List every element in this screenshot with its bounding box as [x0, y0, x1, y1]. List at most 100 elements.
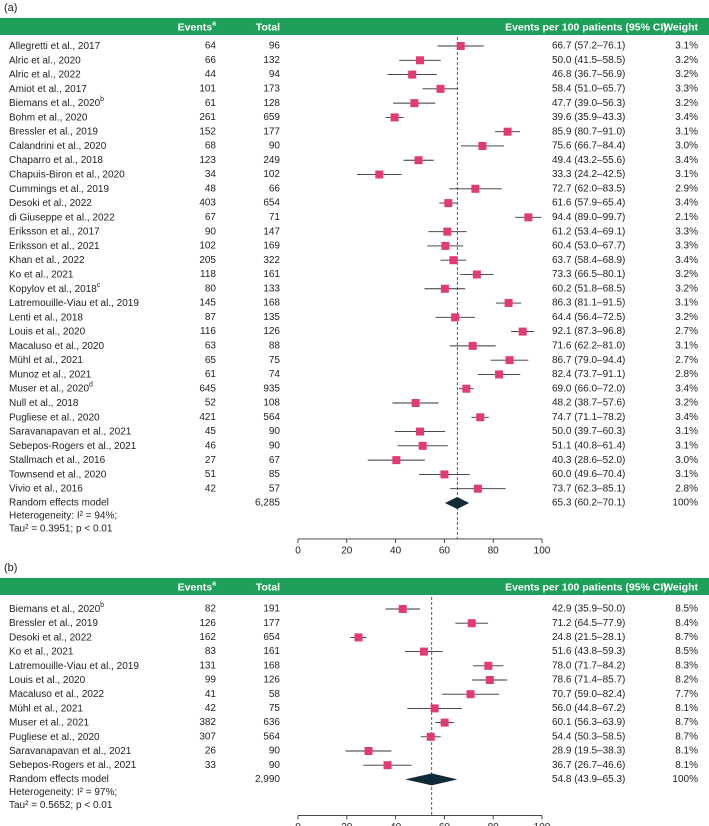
- study-ci-text: 69.0 (66.0–72.0): [552, 383, 625, 394]
- study-name-text: Desoki et al., 2022: [9, 632, 92, 643]
- header-total: Total: [256, 21, 280, 33]
- study-events: 131: [199, 660, 216, 671]
- study-name: Latremouille-Viau et al., 2019: [9, 298, 139, 309]
- study-name-text: Kopylov et al., 2018: [9, 283, 97, 294]
- study-total: 654: [263, 198, 280, 209]
- study-events: 42: [205, 483, 217, 494]
- study-events: 101: [199, 83, 216, 94]
- study-total: 168: [263, 298, 280, 309]
- study-name-text: Khan et al., 2022: [9, 255, 85, 266]
- study-weight: 2.1%: [675, 212, 698, 223]
- study-name-text: Chapuis-Biron et al., 2020: [9, 169, 125, 180]
- header-effect: Events per 100 patients (95% CI): [505, 21, 667, 33]
- study-events: 45: [205, 426, 217, 437]
- study-weight: 3.1%: [675, 126, 698, 137]
- study-name: Sebepos-Rogers et al., 2021: [9, 760, 137, 771]
- study-total: 74: [269, 369, 281, 380]
- x-tick-label: 60: [439, 822, 451, 826]
- forest-panel-a: (a) Eventsa Total Events per 100 patients (…: [0, 2, 709, 557]
- study-total: 132: [263, 55, 280, 66]
- estimate-box: [495, 370, 504, 379]
- study-name: Null et al., 2018: [9, 398, 79, 409]
- study-name: Munoz et al., 2021: [9, 369, 92, 380]
- study-name-text: Bressler et al., 2019: [9, 618, 98, 629]
- study-ci-text: 94.4 (89.0–99.7): [552, 212, 625, 223]
- study-events: 99: [205, 675, 217, 686]
- study-events: 27: [205, 455, 217, 466]
- study-events: 51: [205, 469, 217, 480]
- study-weight: 8.1%: [675, 746, 698, 757]
- x-tick-label: 80: [488, 822, 500, 826]
- study-events: 261: [199, 112, 216, 123]
- study-name: Latremouille-Viau et al., 2019: [9, 660, 139, 671]
- study-ci-text: 92.1 (87.3–96.8): [552, 326, 625, 337]
- study-name-text: Muser et al., 2021: [9, 717, 89, 728]
- estimate-box: [466, 690, 475, 699]
- study-ci-text: 75.6 (66.7–84.4): [552, 141, 625, 152]
- study-events: 61: [205, 369, 217, 380]
- study-name: Louis et al., 2020: [9, 675, 86, 686]
- study-total: 191: [263, 604, 280, 615]
- study-ci-text: 82.4 (73.7–91.1): [552, 369, 625, 380]
- header-events: Eventsa: [178, 20, 216, 33]
- study-events: 83: [205, 646, 217, 657]
- study-name-text: Cummings et al., 2019: [9, 183, 109, 194]
- study-name: Alric et al., 2022: [9, 69, 81, 80]
- study-name-text: Eriksson et al., 2017: [9, 226, 100, 237]
- study-total: 935: [263, 383, 280, 394]
- estimate-box: [430, 704, 439, 713]
- study-weight: 3.3%: [675, 241, 698, 252]
- study-events: 34: [205, 169, 217, 180]
- estimate-box: [505, 356, 514, 365]
- study-name: Desoki et al., 2022: [9, 632, 92, 643]
- header-effect: Events per 100 patients (95% CI): [505, 581, 667, 593]
- study-total: 177: [263, 126, 280, 137]
- study-events: 48: [205, 183, 217, 194]
- study-total: 135: [263, 312, 280, 323]
- study-weight: 3.1%: [675, 341, 698, 352]
- study-name: Mühl et al., 2021: [9, 355, 83, 366]
- study-total: 249: [263, 155, 280, 166]
- study-events: 68: [205, 141, 217, 152]
- heterogeneity-line2: Tau² = 0.5652; p < 0.01: [9, 800, 113, 811]
- pooled-weight: 100%: [672, 774, 698, 785]
- study-events: 52: [205, 398, 217, 409]
- study-name: Muser et al., 2020d: [9, 382, 93, 395]
- study-name-text: Chaparro et al., 2018: [9, 155, 103, 166]
- study-total: 564: [263, 412, 280, 423]
- estimate-box: [473, 484, 482, 493]
- study-events: 82: [205, 604, 217, 615]
- study-total: 173: [263, 83, 280, 94]
- study-events: 80: [205, 283, 217, 294]
- study-ci-text: 42.9 (35.9–50.0): [552, 604, 625, 615]
- study-name-text: Mühl et al., 2021: [9, 355, 83, 366]
- study-ci-text: 71.2 (64.5–77.9): [552, 618, 625, 629]
- study-events: 66: [205, 55, 217, 66]
- estimate-box: [410, 99, 419, 108]
- study-events: 33: [205, 760, 217, 771]
- x-tick-label: 0: [295, 822, 301, 826]
- study-weight: 3.4%: [675, 412, 698, 423]
- estimate-box: [449, 256, 458, 265]
- estimate-box: [440, 470, 449, 479]
- study-name: Amiot et al., 2017: [9, 83, 87, 94]
- study-ci-text: 47.7 (39.0–56.3): [552, 98, 625, 109]
- estimate-box: [398, 605, 407, 613]
- study-events: 123: [199, 155, 216, 166]
- study-total: 128: [263, 98, 280, 109]
- study-name-text: Eriksson et al., 2021: [9, 241, 100, 252]
- study-ci-text: 39.6 (35.9–43.3): [552, 112, 625, 123]
- study-name-superscript: d: [89, 382, 93, 389]
- study-weight: 2.7%: [675, 355, 698, 366]
- study-name-text: Null et al., 2018: [9, 398, 79, 409]
- study-ci-text: 33.3 (24.2–42.5): [552, 169, 625, 180]
- study-name: Macaluso et al., 2022: [9, 689, 104, 700]
- study-ci-text: 60.4 (53.0–67.7): [552, 241, 625, 252]
- study-ci-text: 73.7 (62.3–85.1): [552, 483, 625, 494]
- study-ci-text: 54.4 (50.3–58.5): [552, 731, 625, 742]
- study-name: Townsend et al., 2020: [9, 469, 107, 480]
- study-name-text: Stallmach et al., 2016: [9, 455, 106, 466]
- header-events-text: Events: [178, 581, 213, 593]
- header-events-superscript: a: [212, 580, 216, 587]
- study-weight: 3.1%: [675, 426, 698, 437]
